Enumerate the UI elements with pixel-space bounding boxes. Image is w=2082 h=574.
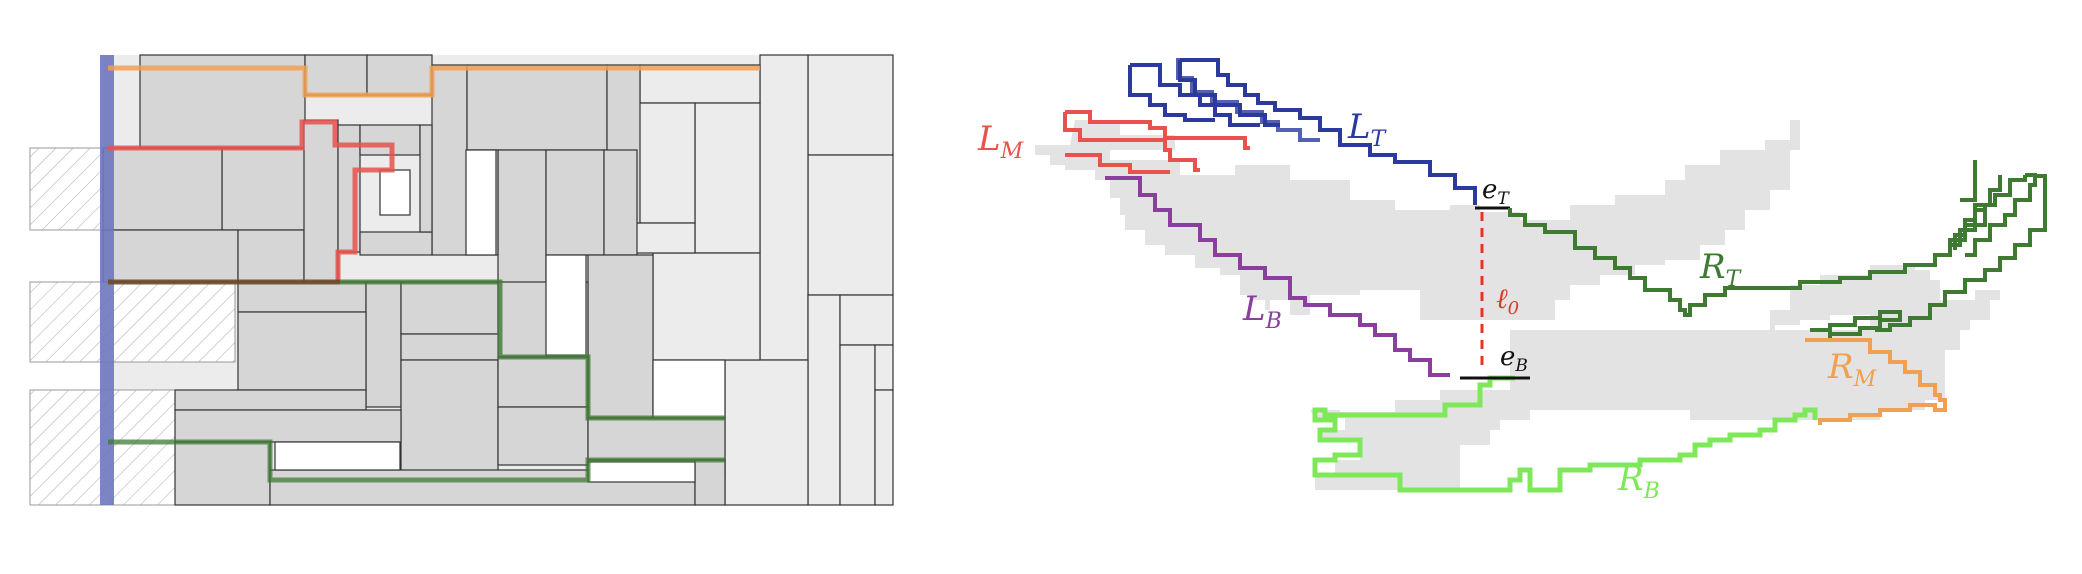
empty-cell (274, 441, 401, 471)
tile (174, 441, 271, 506)
tile (694, 102, 761, 254)
tile (400, 333, 499, 361)
empty-cell (465, 149, 497, 256)
empty-cell (652, 359, 726, 419)
tile (497, 356, 589, 408)
left-boundary-band (100, 55, 114, 505)
label-R-T: RT (1699, 247, 1743, 292)
boundary-R-T (1508, 160, 2047, 332)
tile (237, 311, 367, 391)
tile (874, 344, 894, 391)
tile (603, 149, 638, 256)
tile (466, 64, 608, 151)
tile (587, 417, 726, 461)
tile (652, 252, 761, 361)
tile (102, 229, 239, 283)
boundary-R-T-tail (1810, 310, 1902, 342)
tile (419, 124, 433, 233)
boundary-L-M (1063, 110, 1250, 174)
polygon-panel: LT LM LB RT RM RB eT eB ℓ0 (977, 58, 2047, 504)
tile (639, 64, 761, 104)
rectangle-tiling-panel (29, 54, 894, 506)
tile (497, 406, 589, 466)
boundary-R-B (1312, 375, 1818, 493)
tile (807, 54, 894, 156)
boundary-L-B (1105, 176, 1450, 377)
tile (237, 281, 367, 313)
label-R-B: RB (1617, 459, 1660, 504)
tile (587, 254, 654, 419)
tile (545, 149, 605, 256)
label-R-M: RM (1827, 347, 1877, 392)
tile (400, 359, 499, 486)
label-L-T: LT (1347, 107, 1388, 152)
label-e-B: eB (1500, 342, 1528, 376)
hatched-region-middle (29, 281, 236, 363)
tile (237, 229, 305, 283)
tile (874, 389, 894, 506)
label-l0: ℓ0 (1496, 282, 1519, 319)
label-L-M: LM (977, 119, 1024, 164)
polygon-region-bottom (1310, 285, 1935, 490)
green-staircase-path-upper (340, 279, 725, 421)
red-staircase-path (108, 119, 395, 282)
tile (365, 281, 402, 408)
boundary-L-T-outer (1176, 58, 1320, 142)
empty-cell (545, 254, 587, 356)
boundary-L-T (1128, 58, 1477, 205)
tile (366, 54, 433, 96)
tile (174, 389, 367, 411)
tile (431, 64, 468, 256)
tile (807, 154, 894, 296)
tile (724, 359, 809, 506)
boundary-R-M (1805, 338, 1947, 425)
tile (839, 294, 894, 346)
tile (359, 231, 433, 256)
tile (102, 147, 223, 231)
green-staircase-path-lower (108, 439, 725, 483)
tile (636, 102, 696, 224)
tile (221, 147, 308, 231)
tile (759, 54, 809, 361)
tile (400, 281, 499, 335)
tile (839, 344, 876, 506)
orange-staircase-path (108, 65, 760, 98)
label-L-B: LB (1242, 289, 1282, 334)
tile (304, 54, 368, 96)
label-e-T: eT (1482, 175, 1510, 209)
tile (807, 294, 841, 506)
polygon-region (1035, 120, 1800, 320)
tile (694, 459, 726, 506)
tile (174, 409, 402, 443)
empty-cell (587, 461, 696, 483)
empty-cell (379, 169, 411, 216)
